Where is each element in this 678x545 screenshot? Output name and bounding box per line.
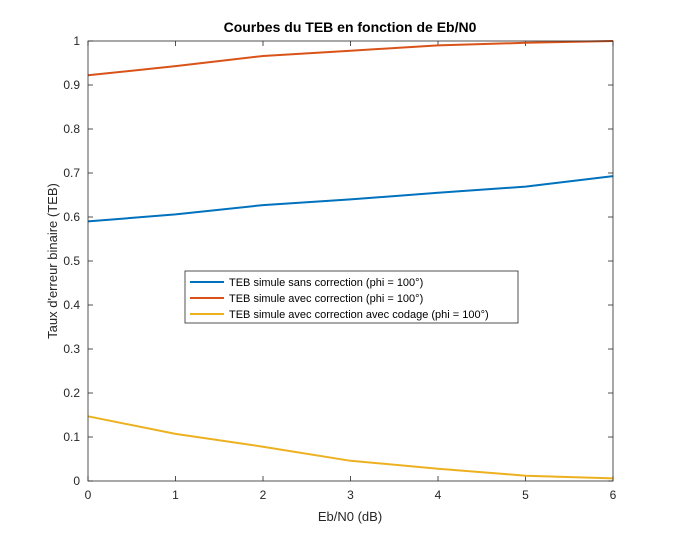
x-tick-label: 3 xyxy=(347,488,354,502)
y-axis-ticks: 0 0.1 0.2 0.3 0.4 0.5 0.6 0.7 0.8 0.9 1 xyxy=(63,34,613,488)
y-tick-label: 0.2 xyxy=(63,386,80,400)
legend-box xyxy=(184,270,519,324)
series-line-1 xyxy=(87,175,614,223)
x-tick-label: 2 xyxy=(260,488,267,502)
y-tick-label: 0.3 xyxy=(63,342,80,356)
series-line-3 xyxy=(87,415,614,480)
y-tick-label: 1 xyxy=(73,34,80,48)
x-tick-label: 1 xyxy=(172,488,179,502)
y-tick-label: 0.7 xyxy=(63,166,80,180)
x-tick-label: 6 xyxy=(610,488,617,502)
y-tick-label: 0.4 xyxy=(63,298,80,312)
y-tick-label: 0.8 xyxy=(63,122,80,136)
legend-entry-3: TEB simule avec correction avec codage (… xyxy=(229,309,489,321)
y-tick-label: 0 xyxy=(73,474,80,488)
y-tick-label: 0.5 xyxy=(63,254,80,268)
y-axis-label: Taux d'erreur binaire (TEB) xyxy=(45,183,60,339)
y-tick-label: 0.1 xyxy=(63,430,80,444)
y-tick-label: 0.6 xyxy=(63,210,80,224)
chart-title: Courbes du TEB en fonction de Eb/N0 xyxy=(224,19,477,35)
x-tick-label: 0 xyxy=(85,488,92,502)
legend-entry-2: TEB simule avec correction (phi = 100°) xyxy=(229,293,423,305)
x-axis-label: Eb/N0 (dB) xyxy=(318,509,382,524)
x-tick-label: 4 xyxy=(435,488,442,502)
x-tick-label: 5 xyxy=(522,488,529,502)
plot-area xyxy=(88,41,613,481)
legend: TEB simule sans correction (phi = 100°) T… xyxy=(184,270,519,324)
series-lines xyxy=(87,40,614,480)
series-line-2 xyxy=(87,40,614,77)
y-tick-label: 0.9 xyxy=(63,78,80,92)
plot-box xyxy=(87,40,614,482)
legend-entry-1: TEB simule sans correction (phi = 100°) xyxy=(229,277,423,289)
